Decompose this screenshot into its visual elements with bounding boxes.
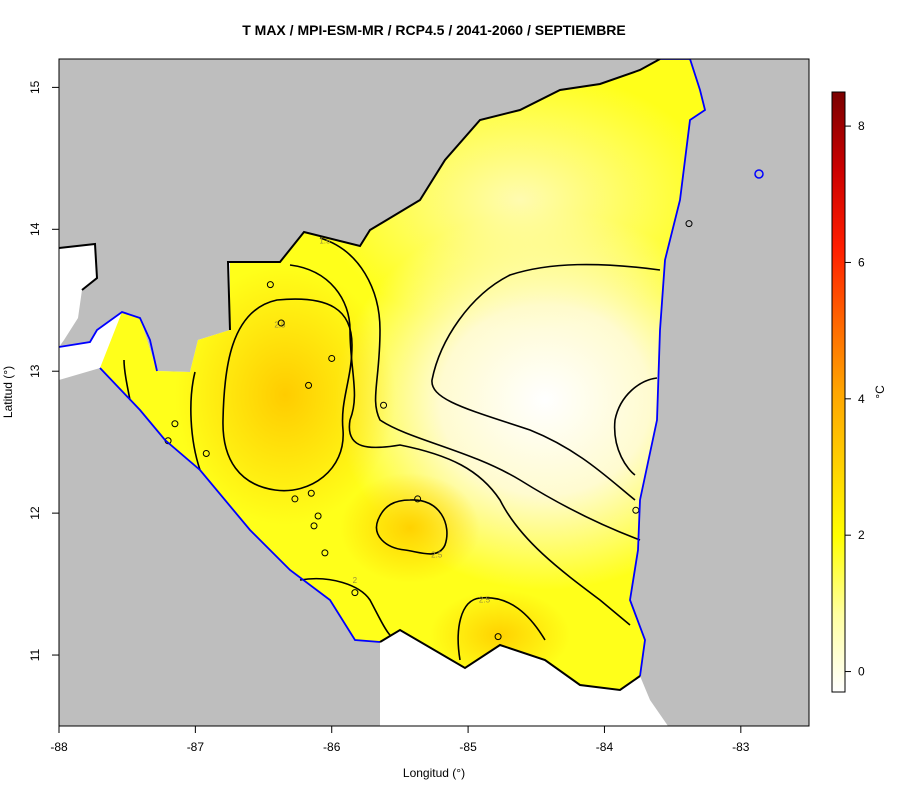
colorbar-tick-label: 4 [858, 392, 865, 406]
station-marker [171, 420, 179, 428]
plot-area: 1.5 2.5 2.5 2 2.5 [59, 59, 809, 726]
contour-2.5-south [457, 596, 546, 661]
contour-1.5-west [123, 359, 131, 401]
x-tick-label: -88 [50, 740, 68, 754]
chart-title: T MAX / MPI-ESM-MR / RCP4.5 / 2041-2060 … [242, 22, 626, 38]
station-marker [305, 381, 313, 389]
station-marker [321, 549, 329, 557]
colorbar-label: °C [873, 385, 887, 399]
contour-label: 2 [353, 576, 358, 585]
y-tick-label: 15 [28, 80, 42, 94]
station-marker [291, 495, 299, 503]
station-marker [494, 633, 502, 641]
station-marker [328, 354, 336, 362]
station-marker [277, 319, 285, 327]
station-marker [351, 589, 359, 597]
station-marker [307, 489, 315, 497]
station-marker [685, 220, 693, 228]
contour-label: 1.5 [319, 237, 331, 246]
contour-1 [431, 263, 661, 501]
x-tick-label: -84 [596, 740, 614, 754]
contour-label: 2.5 [431, 550, 443, 559]
contour-lines [123, 237, 661, 661]
contour-2.5-west [222, 298, 353, 492]
contour-2-a [190, 371, 201, 471]
station-marker [414, 495, 422, 503]
contour-label: 2.5 [274, 320, 286, 329]
contour-1.5 [319, 237, 641, 541]
station-layer [164, 220, 693, 641]
station-marker [202, 450, 210, 458]
x-tick-label: -83 [732, 740, 750, 754]
colorbar-ticks: 0 2 4 6 8 [845, 119, 865, 679]
plot-frame [58, 58, 810, 727]
x-tick-label: -86 [323, 740, 341, 754]
x-tick-label: -87 [187, 740, 205, 754]
y-tick-label: 12 [28, 506, 42, 520]
border [59, 59, 661, 692]
contour-2-b [289, 264, 631, 626]
y-tick-label: 14 [28, 222, 42, 236]
colorbar-tick-label: 8 [858, 119, 865, 133]
colorbar-tick-label: 2 [858, 528, 865, 542]
y-axis-label: Latitud (°) [1, 366, 15, 418]
colorbar-tick-label: 0 [858, 665, 865, 679]
x-tick-label: -85 [459, 740, 477, 754]
contour-2-c [299, 577, 391, 636]
station-marker [266, 281, 274, 289]
colorbar-tick-label: 6 [858, 255, 865, 269]
island [754, 169, 764, 179]
y-tick-label: 13 [28, 364, 42, 378]
land-honduras-west [59, 59, 660, 372]
x-axis-label: Longitud (°) [403, 766, 465, 780]
y-tick-label: 11 [28, 648, 42, 661]
station-marker [380, 401, 388, 409]
land-costa-rica-south [630, 59, 809, 726]
station-marker [310, 522, 318, 530]
contour-label-layer: 1.5 2.5 2.5 2 2.5 [274, 237, 490, 605]
contour-0.5 [613, 377, 658, 476]
contour-2.5-center [375, 499, 448, 555]
y-axis-ticks: 11 12 13 14 15 [28, 80, 59, 661]
x-axis-ticks: -88 -87 -86 -85 -84 -83 [50, 726, 750, 754]
station-marker [314, 512, 322, 520]
coastline [59, 59, 707, 677]
land-pacific-sw [59, 368, 380, 726]
colorbar [831, 91, 846, 693]
contour-label: 2.5 [479, 596, 491, 605]
